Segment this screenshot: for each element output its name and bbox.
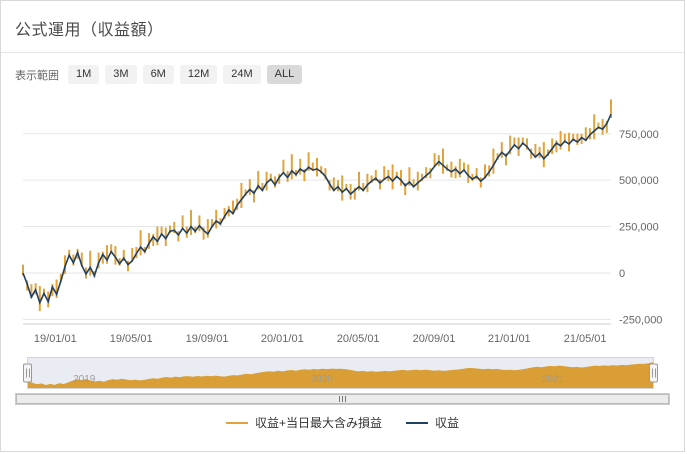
handle-grip-icon (28, 368, 30, 378)
range-button-1m[interactable]: 1M (68, 65, 100, 84)
scrollbar-thumb[interactable] (16, 394, 669, 404)
main-chart[interactable]: 750,000 500,000 250,000 0 -250,000 19/01/01 19… (15, 88, 672, 350)
page-title: 公式運用（収益額） (15, 22, 164, 39)
scrollbar-grip-icon (345, 396, 346, 402)
navigator-handle-right[interactable] (649, 363, 658, 383)
legend-item-profit[interactable]: 収益 (406, 414, 459, 431)
handle-grip-icon (651, 368, 653, 378)
handle-grip-icon (25, 368, 27, 378)
y-axis-label: 0 (619, 268, 625, 280)
legend-swatch-range-line-icon (225, 421, 248, 424)
x-axis-label: 20/05/01 (337, 333, 380, 345)
y-axis-label: 750,000 (619, 129, 659, 141)
x-axis-label: 19/05/01 (110, 333, 153, 345)
handle-grip-icon (654, 368, 656, 378)
x-axis-label: 21/01/01 (488, 333, 531, 345)
y-axis-label: 500,000 (619, 175, 659, 187)
x-axis-label: 20/09/01 (413, 333, 456, 345)
chart-legend: 収益+当日最大含み損益 収益 (1, 405, 684, 437)
range-selector: 表示範囲 1M 3M 6M 12M 24M ALL (1, 53, 684, 86)
scrollbar-grip-icon (339, 396, 340, 402)
range-button-24m[interactable]: 24M (223, 65, 261, 84)
navigator-handle-left[interactable] (23, 363, 32, 383)
legend-label-profit: 収益 (435, 416, 460, 430)
x-axis-label: 19/01/01 (34, 333, 77, 345)
profit-line (22, 113, 612, 305)
legend-swatch-profit-line-icon (406, 421, 428, 424)
chart-area: 750,000 500,000 250,000 0 -250,000 19/01/01 19… (1, 86, 684, 355)
scrollbar-grip-icon (342, 396, 343, 402)
widget-header: 公式運用（収益額） (1, 1, 684, 53)
legend-label-range: 収益+当日最大含み損益 (254, 416, 382, 430)
range-button-12m[interactable]: 12M (179, 65, 218, 84)
y-axis-label: 250,000 (619, 222, 659, 234)
x-axis-label: 21/05/01 (564, 333, 607, 345)
range-button-6m[interactable]: 6M (142, 65, 174, 84)
range-button-all[interactable]: ALL (266, 65, 303, 84)
legend-item-range[interactable]: 収益+当日最大含み損益 (225, 414, 382, 431)
navigator-chart[interactable] (28, 358, 653, 388)
range-selector-label: 表示範囲 (15, 69, 59, 82)
y-axis-label: -250,000 (619, 314, 662, 326)
x-axis-label: 20/01/01 (261, 333, 304, 345)
navigator-area (28, 362, 653, 388)
navigator[interactable]: 2019 2020 2021 (23, 357, 658, 389)
x-axis-label: 19/09/01 (186, 333, 229, 345)
scrollbar-track[interactable] (15, 393, 670, 405)
range-button-3m[interactable]: 3M (105, 65, 137, 84)
